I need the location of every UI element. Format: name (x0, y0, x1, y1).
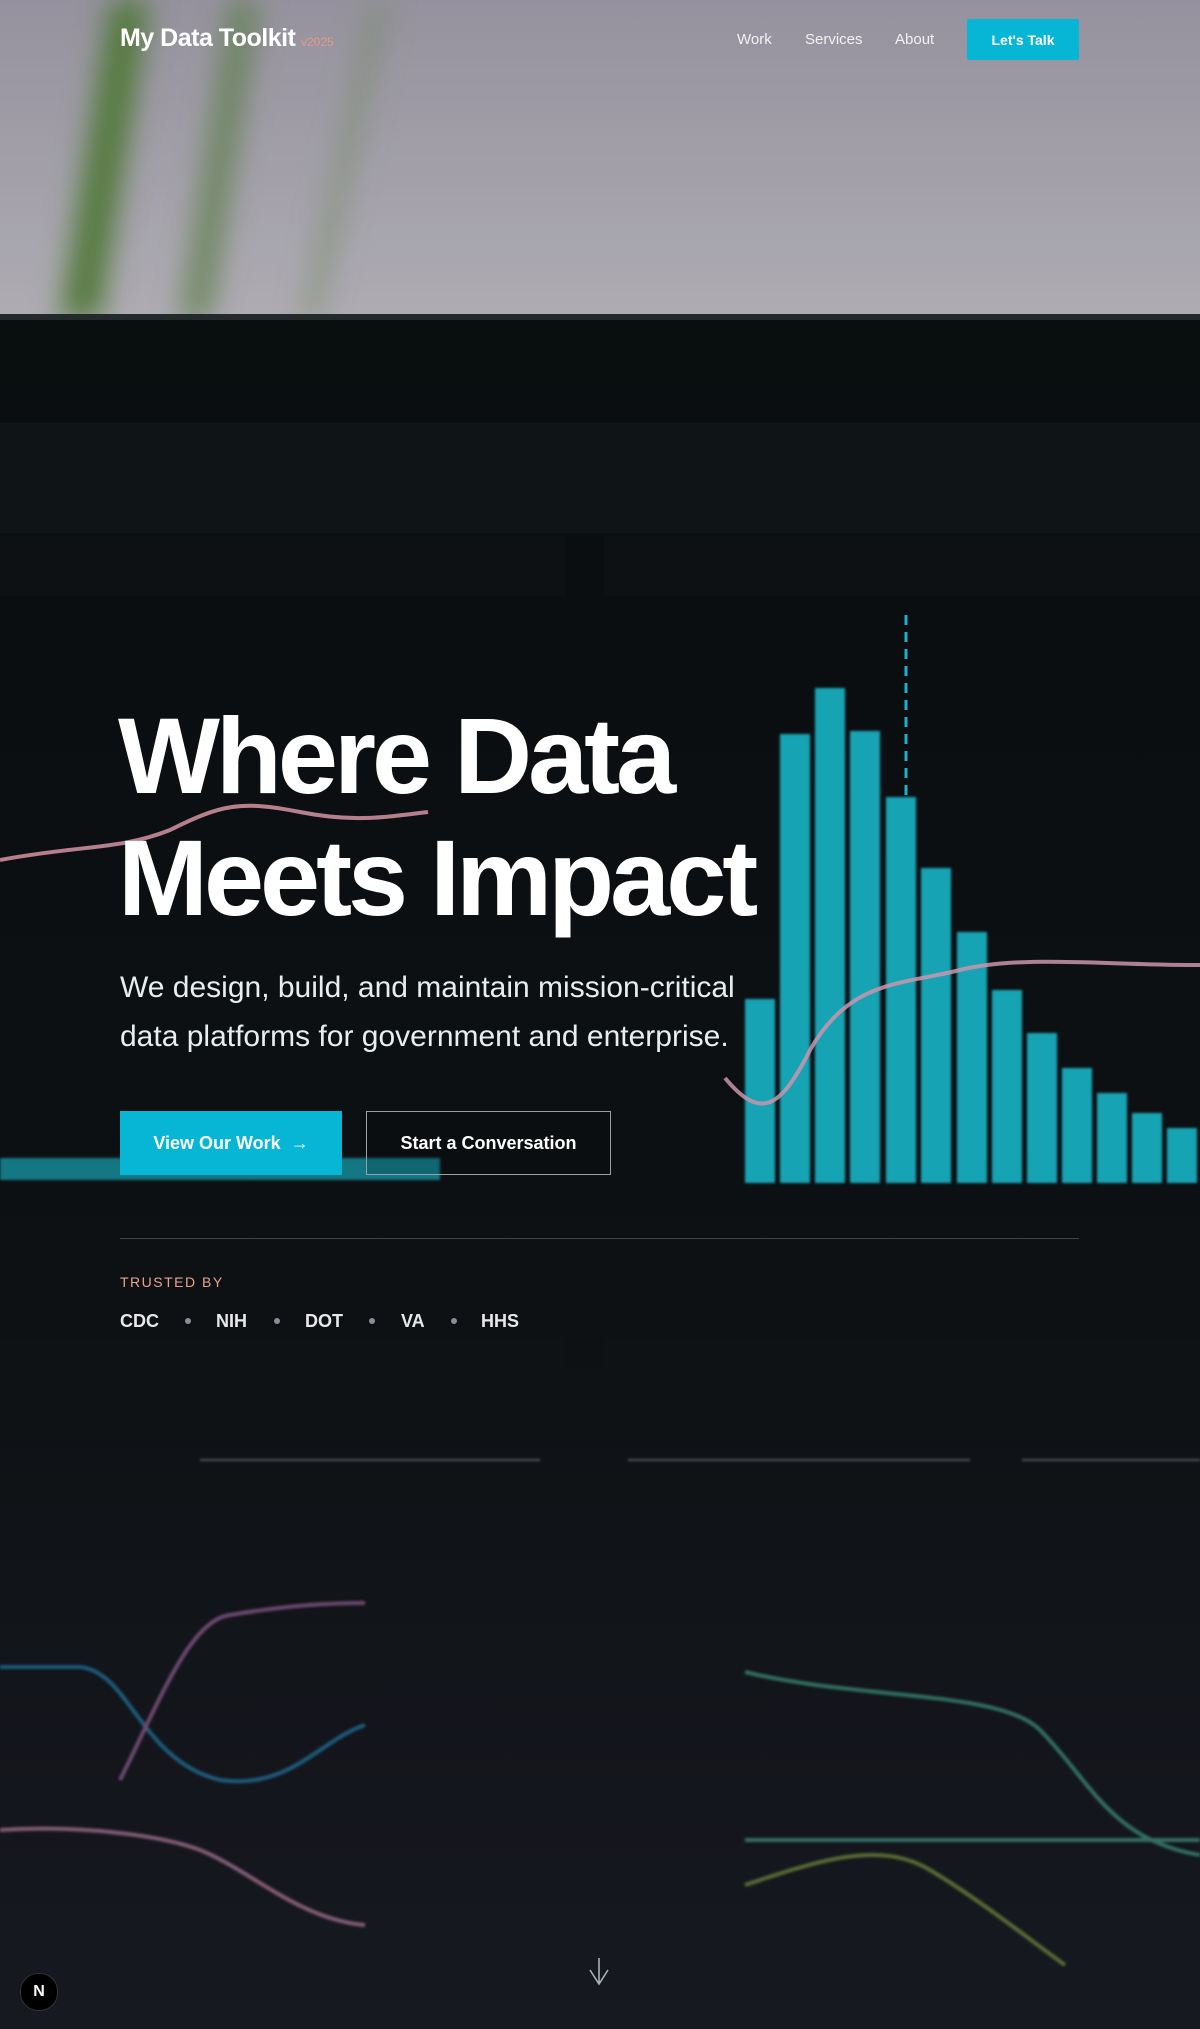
panel-header (604, 536, 1200, 596)
nav-link[interactable]: Work (737, 31, 772, 48)
button-label: View Our Work (153, 1132, 281, 1153)
panel-header (0, 1338, 565, 1398)
primary-button[interactable]: View Our Work → (120, 1111, 342, 1175)
brand[interactable]: My Data Toolkit (120, 24, 296, 52)
separator (451, 1318, 457, 1324)
panel-header (0, 536, 565, 596)
panel-band (0, 423, 1200, 533)
button-icon: → (290, 1132, 309, 1153)
nav-link[interactable]: Services (805, 31, 863, 48)
separator (369, 1318, 375, 1324)
monitor-bezel (0, 314, 1200, 320)
divider (120, 1238, 1079, 1239)
cta-button[interactable]: Let's Talk (967, 19, 1079, 60)
version-tag: v2025 (301, 35, 334, 49)
hero-subtitle: We design, build, and maintain mission-c… (120, 971, 735, 1004)
separator (185, 1318, 191, 1324)
background-lines (0, 1459, 1200, 1967)
hero-title: Where Data (118, 695, 676, 816)
client-logo: HHS (481, 1311, 520, 1331)
separator (274, 1318, 280, 1324)
plant-stalks (60, 0, 390, 320)
client-logo: NIH (216, 1311, 247, 1331)
dev-badge[interactable]: N (20, 1973, 58, 2011)
secondary-button[interactable]: Start a Conversation (366, 1111, 611, 1175)
client-logo: VA (401, 1311, 425, 1331)
background-bars (0, 688, 1197, 1183)
panel-header (604, 1338, 1200, 1398)
background-line (0, 803, 429, 862)
trusted-label: TRUSTED BY (120, 1274, 224, 1290)
nav-link[interactable]: About (895, 31, 935, 48)
scroll-indicator (589, 1958, 609, 1986)
client-logo: DOT (305, 1311, 343, 1331)
hero-title: Meets Impact (118, 817, 758, 938)
client-logo: CDC (120, 1311, 159, 1331)
background-line (723, 959, 1200, 1106)
hero-subtitle: data platforms for government and enterp… (120, 1020, 729, 1053)
